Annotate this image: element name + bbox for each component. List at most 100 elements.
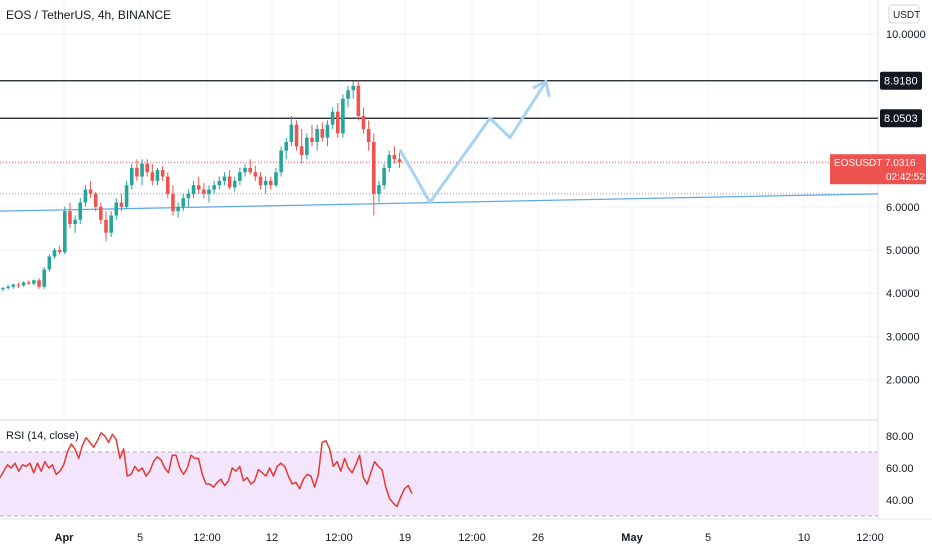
candle-body[interactable] xyxy=(119,202,124,207)
candle-body[interactable] xyxy=(284,142,289,151)
candle-body[interactable] xyxy=(258,176,263,186)
candle-body[interactable] xyxy=(83,189,88,203)
candle-body[interactable] xyxy=(104,219,108,233)
price-tick-label: 3.0000 xyxy=(886,331,920,343)
candle-body[interactable] xyxy=(99,206,103,220)
candle-body[interactable] xyxy=(191,185,196,194)
candle-body[interactable] xyxy=(68,211,72,225)
price-tick-label: 2.0000 xyxy=(886,375,920,387)
candle-body[interactable] xyxy=(263,180,268,186)
candle-body[interactable] xyxy=(109,215,113,233)
candle-body[interactable] xyxy=(372,142,376,194)
rsi-line[interactable] xyxy=(0,432,413,508)
candle-body[interactable] xyxy=(377,185,381,194)
axes-layer[interactable]: USDT 10.0000 6.0000 5.0000 4.0000 3.0000 2.000… xyxy=(55,4,926,544)
candle-body[interactable] xyxy=(32,280,36,284)
candle-body[interactable] xyxy=(387,154,392,168)
time-tick-label: 12:00 xyxy=(856,532,884,544)
candle-body[interactable] xyxy=(397,159,402,163)
candle-body[interactable] xyxy=(124,185,129,207)
candle-body[interactable] xyxy=(6,286,10,289)
candle-body[interactable] xyxy=(320,129,325,138)
candle-body[interactable] xyxy=(145,163,149,173)
candle-body[interactable] xyxy=(232,180,237,188)
currency-button[interactable] xyxy=(888,4,920,24)
candle-body[interactable] xyxy=(88,189,93,194)
last-price-label: EOSUSDT 7.0316 xyxy=(834,158,916,169)
rsi-tick-label: 60.00 xyxy=(886,463,914,475)
labels-layer: 8.9180 8.0503 EOS / TetherUS, 4h, BINANCE E… xyxy=(6,8,926,442)
candle-body[interactable] xyxy=(341,98,345,134)
candle-body[interactable] xyxy=(114,202,119,216)
candle-body[interactable] xyxy=(392,154,397,160)
candle-body[interactable] xyxy=(335,111,340,134)
candle-body[interactable] xyxy=(140,163,144,177)
candle-body[interactable] xyxy=(16,284,21,286)
candle-body[interactable] xyxy=(78,202,83,220)
candle-body[interactable] xyxy=(325,124,330,138)
candle-body[interactable] xyxy=(243,167,247,173)
candle-body[interactable] xyxy=(11,284,16,287)
candle-body[interactable] xyxy=(63,211,67,253)
candle-body[interactable] xyxy=(47,256,52,270)
candle-body[interactable] xyxy=(315,129,319,142)
candle-body[interactable] xyxy=(248,167,252,173)
candle-body[interactable] xyxy=(26,282,31,284)
trendline[interactable] xyxy=(0,193,879,212)
candle-body[interactable] xyxy=(212,185,216,190)
candle-body[interactable] xyxy=(202,189,206,194)
price-tick-label: 5.0000 xyxy=(886,245,920,257)
candle-body[interactable] xyxy=(160,170,165,177)
candle-body[interactable] xyxy=(21,282,26,286)
candle-body[interactable] xyxy=(346,90,350,99)
candle-body[interactable] xyxy=(305,137,309,155)
candle-body[interactable] xyxy=(222,176,227,181)
chart-title: EOS / TetherUS, 4h, BINANCE xyxy=(6,8,171,22)
candle-body[interactable] xyxy=(356,85,361,117)
candle-body[interactable] xyxy=(253,172,258,177)
candle-body[interactable] xyxy=(57,250,62,253)
candle-body[interactable] xyxy=(274,172,278,186)
candle-body[interactable] xyxy=(181,198,186,207)
time-tick-label: May xyxy=(621,532,643,544)
candle-body[interactable] xyxy=(1,288,5,290)
candle-body[interactable] xyxy=(289,124,294,142)
price-tick-label: 6.0000 xyxy=(886,202,920,214)
candle-body[interactable] xyxy=(382,167,386,186)
candle-body[interactable] xyxy=(207,189,211,194)
candle-body[interactable] xyxy=(166,176,170,194)
candle-body[interactable] xyxy=(351,85,355,91)
candle-body[interactable] xyxy=(294,124,299,147)
rsi-band xyxy=(0,452,878,516)
candle-body[interactable] xyxy=(279,150,283,173)
candle-body[interactable] xyxy=(176,206,180,212)
candle-body[interactable] xyxy=(52,250,57,257)
candle-body[interactable] xyxy=(150,172,155,181)
candle-body[interactable] xyxy=(186,193,191,199)
candle-body[interactable] xyxy=(135,167,139,177)
candle-body[interactable] xyxy=(269,180,273,186)
candle-body[interactable] xyxy=(93,193,98,207)
candle-body[interactable] xyxy=(42,269,46,287)
candle-body[interactable] xyxy=(129,167,134,186)
candle-body[interactable] xyxy=(196,185,201,190)
candle-body[interactable] xyxy=(171,193,175,212)
candle-body[interactable] xyxy=(310,137,314,142)
candle-body[interactable] xyxy=(299,146,304,155)
candle-body[interactable] xyxy=(73,219,77,225)
candle-body[interactable] xyxy=(366,129,371,142)
rsi-tick-label: 80.00 xyxy=(886,431,914,443)
level-price-label: 8.0503 xyxy=(884,113,918,125)
candle-body[interactable] xyxy=(155,170,160,181)
price-pane[interactable] xyxy=(0,80,879,292)
rsi-pane[interactable] xyxy=(0,432,878,517)
projection-path[interactable] xyxy=(399,80,548,204)
candle-body[interactable] xyxy=(330,111,335,125)
candle-body[interactable] xyxy=(227,176,232,188)
candle-body[interactable] xyxy=(361,116,366,130)
candle-body[interactable] xyxy=(217,180,222,186)
candle-body[interactable] xyxy=(37,280,41,287)
candle-body[interactable] xyxy=(238,172,242,181)
